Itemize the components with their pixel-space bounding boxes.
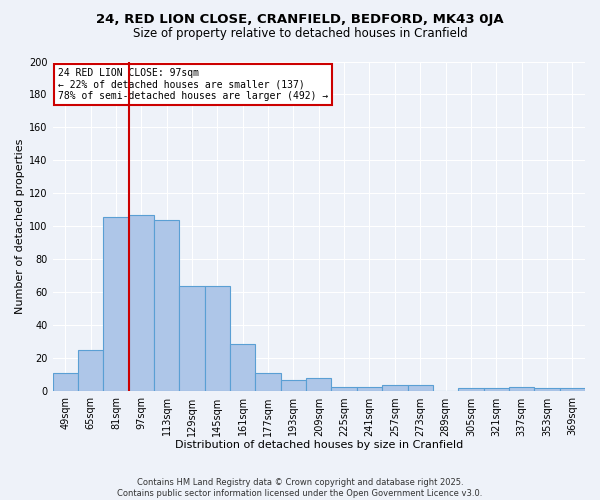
Bar bbox=[179, 286, 205, 392]
Bar bbox=[484, 388, 509, 392]
Y-axis label: Number of detached properties: Number of detached properties bbox=[15, 139, 25, 314]
Text: Contains HM Land Registry data © Crown copyright and database right 2025.
Contai: Contains HM Land Registry data © Crown c… bbox=[118, 478, 482, 498]
Bar bbox=[407, 385, 433, 392]
Bar bbox=[205, 286, 230, 392]
Bar bbox=[78, 350, 103, 392]
Bar bbox=[458, 388, 484, 392]
Bar bbox=[154, 220, 179, 392]
Bar bbox=[281, 380, 306, 392]
Bar bbox=[128, 215, 154, 392]
Bar bbox=[509, 386, 534, 392]
Bar bbox=[256, 374, 281, 392]
Text: 24 RED LION CLOSE: 97sqm
← 22% of detached houses are smaller (137)
78% of semi-: 24 RED LION CLOSE: 97sqm ← 22% of detach… bbox=[58, 68, 328, 102]
Text: Size of property relative to detached houses in Cranfield: Size of property relative to detached ho… bbox=[133, 28, 467, 40]
X-axis label: Distribution of detached houses by size in Cranfield: Distribution of detached houses by size … bbox=[175, 440, 463, 450]
Bar bbox=[534, 388, 560, 392]
Bar bbox=[306, 378, 331, 392]
Bar bbox=[230, 344, 256, 392]
Bar bbox=[53, 374, 78, 392]
Bar bbox=[331, 386, 357, 392]
Text: 24, RED LION CLOSE, CRANFIELD, BEDFORD, MK43 0JA: 24, RED LION CLOSE, CRANFIELD, BEDFORD, … bbox=[96, 12, 504, 26]
Bar bbox=[357, 386, 382, 392]
Bar bbox=[382, 385, 407, 392]
Bar bbox=[560, 388, 585, 392]
Bar bbox=[103, 216, 128, 392]
